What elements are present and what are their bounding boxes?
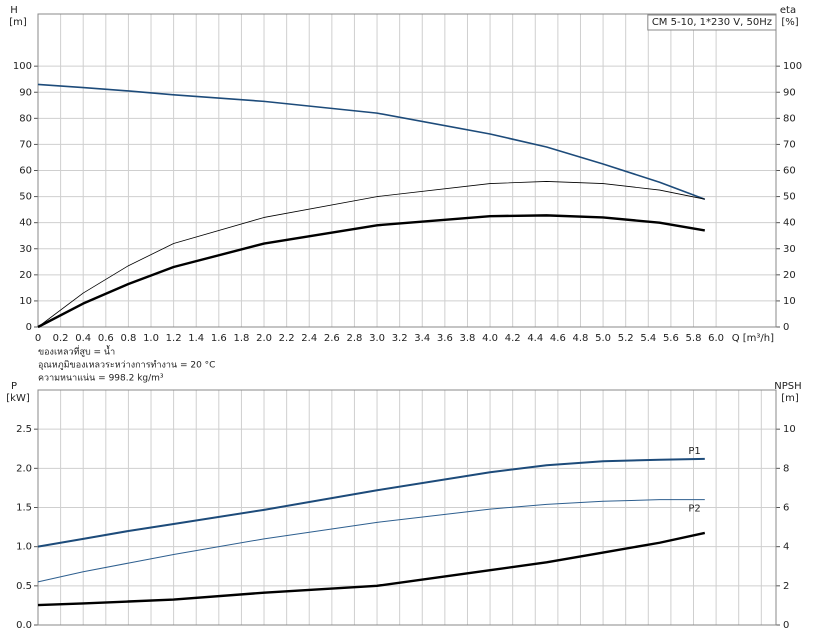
y2-axis-label: NPSH — [774, 381, 801, 392]
y-axis-label: H — [10, 5, 18, 16]
x-tick-label: 0.4 — [75, 333, 91, 344]
x-tick-label: 4.4 — [527, 333, 543, 344]
x-tick-label: 3.2 — [392, 333, 408, 344]
x-tick-label: 5.6 — [663, 333, 679, 344]
y2-tick-label: 40 — [783, 218, 796, 229]
x-tick-label: 2.4 — [301, 333, 317, 344]
x-tick-label: 0.6 — [98, 333, 114, 344]
y2-tick-label: 8 — [783, 463, 789, 474]
y2-tick-label: 2 — [783, 581, 789, 592]
chart-title: CM 5-10, 1*230 V, 50Hz — [652, 17, 772, 28]
y-tick-label: 50 — [19, 192, 32, 203]
x-tick-label: 5.2 — [618, 333, 634, 344]
y-tick-label: 0 — [26, 322, 32, 333]
y2-tick-label: 0 — [783, 322, 789, 333]
y-tick-label: 20 — [19, 270, 32, 281]
y-tick-label: 80 — [19, 113, 32, 124]
y2-tick-label: 100 — [783, 61, 802, 72]
y2-axis-unit: [m] — [781, 393, 799, 404]
x-tick-label: 2.2 — [279, 333, 295, 344]
y-tick-label: 70 — [19, 139, 32, 150]
x-tick-label: 4.0 — [482, 333, 498, 344]
note: ความหนาแน่น = 998.2 kg/m³ — [38, 374, 164, 384]
x-tick-label: 3.4 — [414, 333, 430, 344]
x-tick-label: 1.6 — [211, 333, 227, 344]
series-line — [37, 531, 706, 607]
title-box — [647, 14, 777, 31]
y2-tick-label: 10 — [783, 424, 796, 435]
y2-tick-label: 30 — [783, 244, 796, 255]
y2-tick-label: 80 — [783, 113, 796, 124]
x-tick-label: 0.2 — [53, 333, 69, 344]
series-line — [37, 83, 706, 200]
y2-tick-label: 90 — [783, 87, 796, 98]
y-tick-label: 100 — [13, 61, 32, 72]
x-tick-label: 5.0 — [595, 333, 611, 344]
x-tick-label: 1.4 — [188, 333, 204, 344]
note: ของเหลวที่สูบ = น้ำ — [38, 345, 115, 358]
x-tick-label: 3.0 — [369, 333, 385, 344]
series-label: P1 — [688, 446, 700, 457]
x-tick-label: 6.0 — [708, 333, 724, 344]
y-tick-label: 0.0 — [16, 620, 32, 631]
y2-axis-unit: [%] — [781, 17, 798, 28]
y2-tick-label: 4 — [783, 542, 789, 553]
y-tick-label: 1.0 — [16, 542, 32, 553]
y-tick-label: 30 — [19, 244, 32, 255]
y-tick-label: 40 — [19, 218, 32, 229]
y2-tick-label: 50 — [783, 192, 796, 203]
x-tick-label: 1.0 — [143, 333, 159, 344]
x-tick-label: 5.8 — [686, 333, 702, 344]
plot-frame — [37, 389, 777, 626]
x-tick-label: 0.8 — [120, 333, 136, 344]
y2-tick-label: 0 — [783, 620, 789, 631]
y-tick-label: 1.5 — [16, 503, 32, 514]
series-line — [37, 214, 706, 329]
x-tick-label: 2.0 — [256, 333, 272, 344]
x-tick-label: 2.6 — [324, 333, 340, 344]
series-line — [37, 457, 705, 548]
y-axis-label: P — [11, 381, 17, 392]
plot-frame — [37, 13, 777, 328]
y2-tick-label: 20 — [783, 270, 796, 281]
y-tick-label: 2.0 — [16, 463, 32, 474]
y2-tick-label: 60 — [783, 166, 796, 177]
y-axis-unit: [m] — [9, 17, 27, 28]
x-tick-label: 4.8 — [573, 333, 589, 344]
y-tick-label: 90 — [19, 87, 32, 98]
series-line — [37, 499, 705, 583]
x-tick-label: 2.8 — [346, 333, 362, 344]
y-tick-label: 0.5 — [16, 581, 32, 592]
x-tick-label: 4.2 — [505, 333, 521, 344]
series-line — [37, 181, 705, 328]
y2-tick-label: 6 — [783, 503, 789, 514]
y2-tick-label: 10 — [783, 296, 796, 307]
x-axis-label: Q [m³/h] — [732, 333, 774, 344]
x-tick-label: 1.2 — [166, 333, 182, 344]
y-axis-unit: [kW] — [6, 393, 30, 404]
x-tick-label: 0 — [35, 333, 41, 344]
x-tick-label: 3.6 — [437, 333, 453, 344]
y-tick-label: 10 — [19, 296, 32, 307]
x-tick-label: 3.8 — [460, 333, 476, 344]
y-tick-label: 60 — [19, 166, 32, 177]
x-tick-label: 1.8 — [233, 333, 249, 344]
y2-tick-label: 70 — [783, 139, 796, 150]
x-tick-label: 5.4 — [640, 333, 656, 344]
series-label: P2 — [688, 504, 700, 515]
y2-axis-label: eta — [780, 5, 796, 16]
y-tick-label: 2.5 — [16, 424, 32, 435]
x-tick-label: 4.6 — [550, 333, 566, 344]
note: อุณหภูมิของเหลวระหว่างการทำงาน = 20 °C — [38, 360, 215, 371]
